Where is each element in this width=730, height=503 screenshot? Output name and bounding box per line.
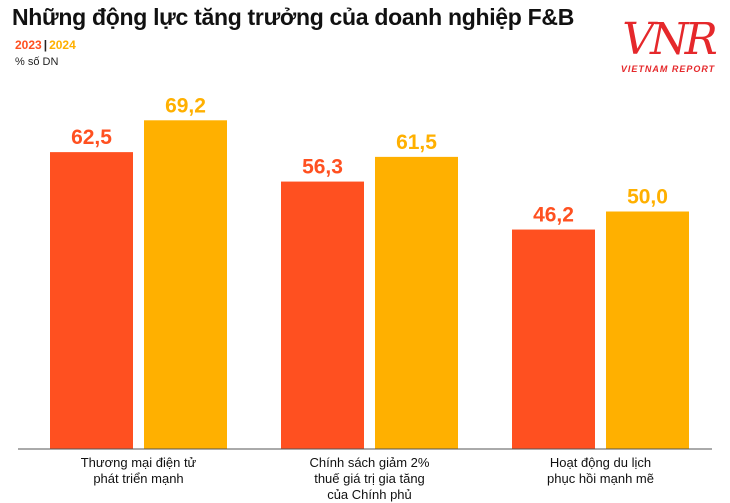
category-label-2-line-3: của Chính phủ — [327, 487, 412, 502]
category-label-3-line-2: phục hồi mạnh mẽ — [547, 471, 654, 486]
logo-tagline: VIETNAM REPORT — [621, 64, 716, 74]
chart-title: Những động lực tăng trưởng của doanh ngh… — [12, 4, 575, 30]
data-label-2024-2: 61,5 — [396, 131, 437, 154]
category-label-2-line-2: thuế giá trị gia tăng — [314, 471, 425, 486]
legend-separator: | — [43, 38, 48, 52]
category-label-2-line-1: Chính sách giảm 2% — [310, 455, 430, 470]
bar-2024-3 — [606, 211, 689, 449]
category-label-1-line-2: phát triển mạnh — [93, 471, 183, 486]
logo-mark: VNR — [622, 14, 716, 65]
data-label-2024-1: 69,2 — [165, 94, 206, 117]
bar-2023-3 — [512, 229, 595, 449]
bar-2024-1 — [144, 120, 227, 450]
legend: 2023 | 2024 — [15, 38, 76, 52]
data-label-2023-1: 62,5 — [71, 126, 112, 149]
bar-2024-2 — [375, 156, 458, 449]
data-label-2023-2: 56,3 — [302, 156, 343, 179]
data-label-2023-3: 46,2 — [533, 204, 574, 227]
legend-2023: 2023 — [15, 38, 42, 52]
legend-2024: 2024 — [49, 38, 76, 52]
data-label-2024-3: 50,0 — [627, 186, 668, 209]
bar-2023-2 — [281, 181, 364, 449]
vietnam-report-logo: VNR VIETNAM REPORT — [621, 14, 721, 74]
category-label-1-line-1: Thương mại điện tử — [81, 455, 197, 470]
category-label-3-line-1: Hoạt động du lịch — [550, 455, 651, 470]
bar-2023-1 — [50, 152, 133, 449]
unit-label: % số DN — [15, 56, 59, 68]
